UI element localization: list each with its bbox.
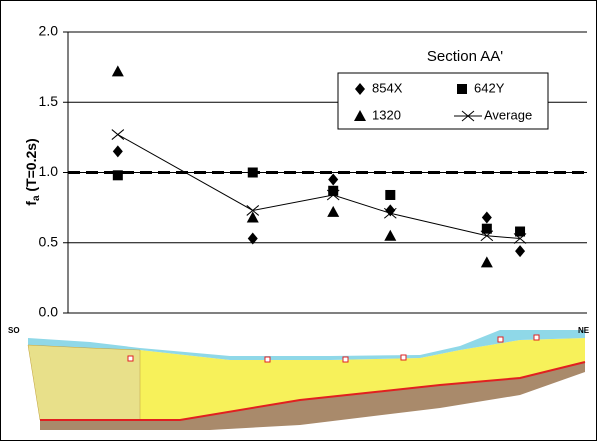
marker-triangle: [327, 205, 340, 217]
legend-label: 1320: [372, 107, 401, 122]
marker-diamond: [112, 145, 123, 158]
marker-cross: [111, 129, 125, 140]
marker-square: [112, 170, 123, 181]
section-left: SO: [8, 326, 20, 335]
y-axis-label: fa (T=0.2s): [23, 138, 42, 205]
marker-diamond: [355, 83, 365, 95]
legend-box: [337, 72, 549, 130]
y-tick-label: 0.0: [39, 304, 59, 320]
layer-yellow: [28, 338, 585, 420]
y-label-sub: a: [31, 195, 42, 201]
marker-triangle: [480, 256, 493, 268]
marker-triangle: [354, 110, 366, 121]
series-line: [117, 134, 521, 240]
marker-diamond: [515, 245, 526, 258]
chart-title: Section AA': [427, 48, 503, 65]
marker-triangle: [246, 211, 259, 223]
layer-hatched: [27, 344, 141, 421]
legend-label: 642Y: [474, 80, 505, 95]
y-label-rest: (T=0.2s): [23, 138, 39, 195]
y-tick-label: 1.5: [39, 93, 59, 109]
layer-cyan: [28, 330, 585, 360]
legend-label: 854X: [372, 80, 403, 95]
y-tick-label: 0.5: [39, 233, 59, 249]
stations: [127, 334, 540, 363]
marker-cross: [480, 230, 494, 242]
marker-cross: [513, 233, 527, 244]
marker-triangle: [384, 229, 397, 241]
marker-square: [385, 189, 396, 200]
section-right: NE: [578, 326, 590, 335]
cross-section: SO NE: [8, 326, 590, 430]
marker-cross: [326, 189, 340, 201]
marker-diamond: [328, 173, 339, 186]
marker-cross: [246, 205, 260, 216]
y-tick-label: 2.0: [39, 23, 59, 39]
marker-cross: [461, 110, 475, 122]
bedrock-line: [40, 361, 586, 421]
layer-brown: [40, 362, 585, 430]
marker-cross: [383, 207, 397, 219]
marker-square: [247, 167, 258, 178]
marker-triangle: [111, 65, 124, 77]
y-label-main: f: [23, 201, 39, 206]
marker-square: [515, 226, 526, 237]
marker-square: [481, 223, 492, 234]
marker-square: [457, 84, 467, 94]
marker-diamond: [481, 211, 492, 224]
legend-label: Average: [484, 107, 532, 122]
marker-diamond: [247, 232, 258, 245]
marker-square: [328, 185, 339, 196]
y-tick-label: 1.0: [39, 163, 59, 179]
